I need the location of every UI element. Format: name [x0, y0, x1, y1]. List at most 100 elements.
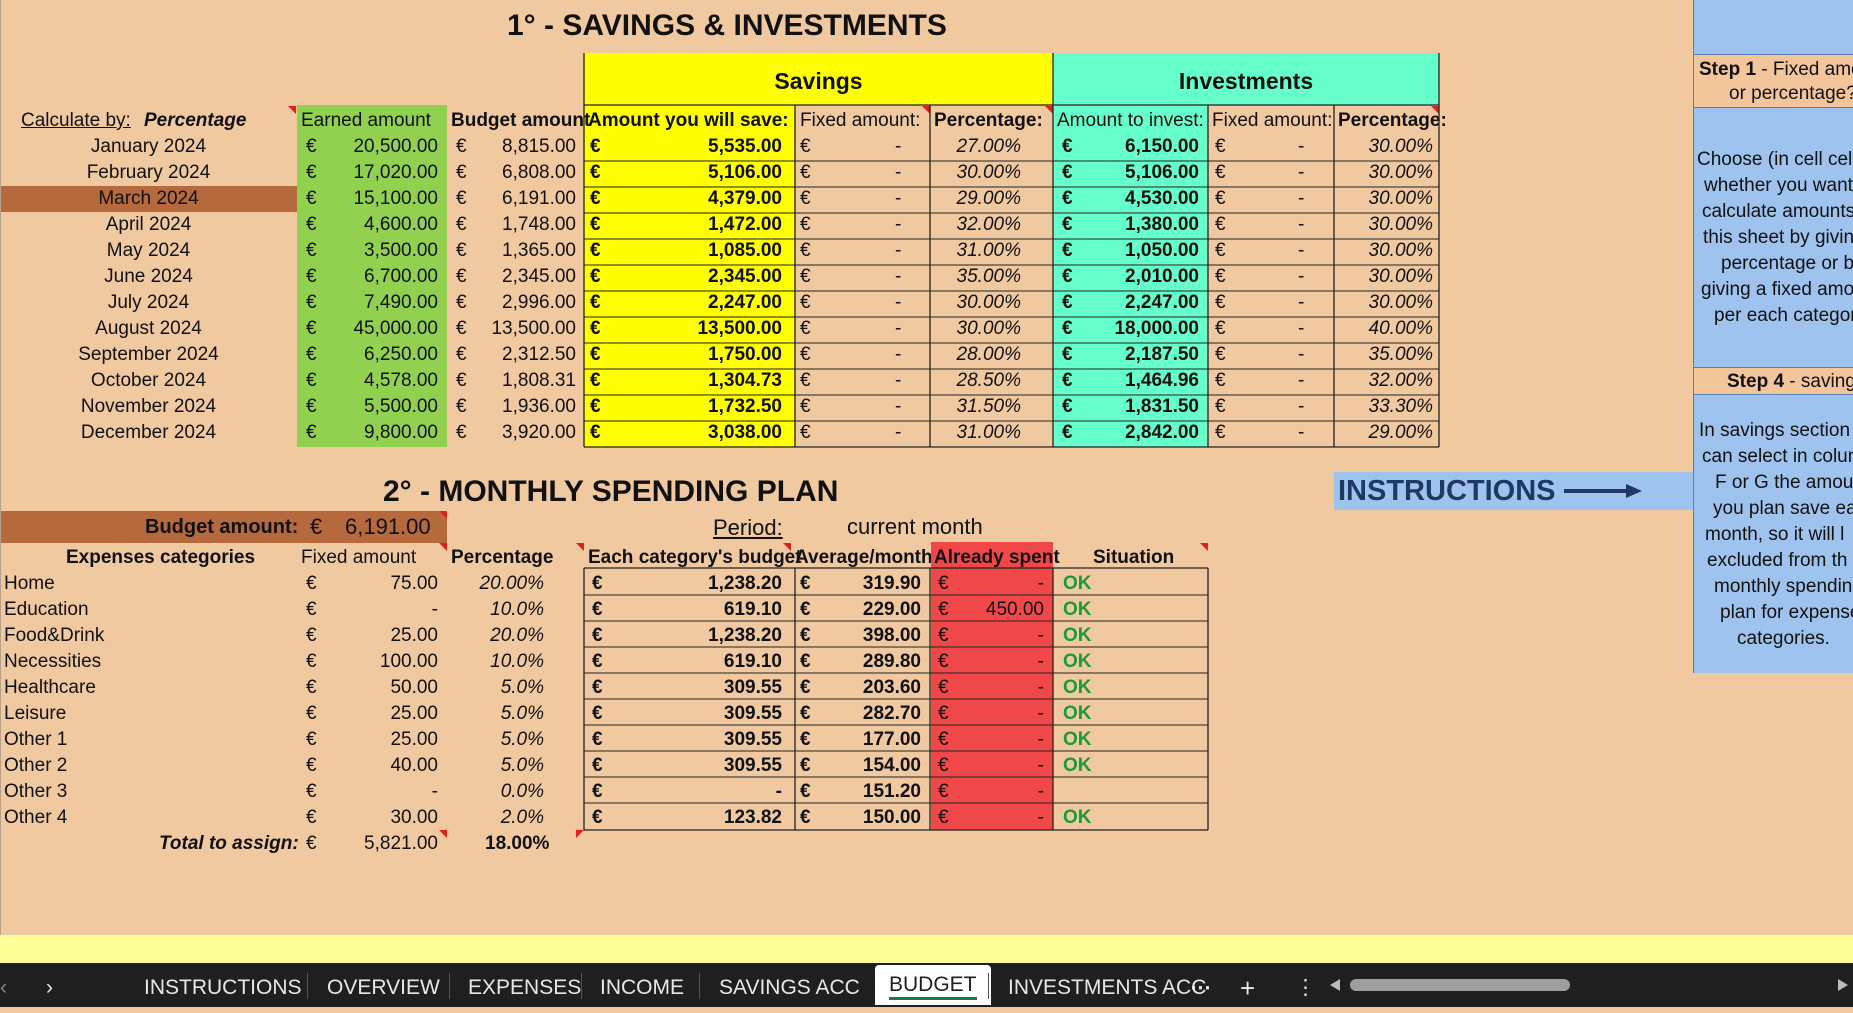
pct-invest-cell[interactable]: 30.00%	[1368, 240, 1433, 261]
invest-amount-cell[interactable]: 2,187.50	[1125, 344, 1199, 365]
earned-amount-cell[interactable]: 9,800.00	[364, 422, 438, 443]
fixed-amount-cell[interactable]: 30.00	[390, 807, 438, 828]
save-amount-cell[interactable]: 13,500.00	[697, 318, 782, 339]
fixed-invest-cell[interactable]: -	[1298, 396, 1305, 417]
category-label[interactable]: Other 1	[4, 729, 68, 750]
pct-invest-cell[interactable]: 30.00%	[1368, 162, 1433, 183]
fixed-savings-cell[interactable]: -	[895, 240, 902, 261]
invest-amount-cell[interactable]: 2,247.00	[1125, 292, 1199, 313]
percentage-cell[interactable]: 0.0%	[500, 781, 544, 802]
pct-invest-cell[interactable]: 30.00%	[1368, 136, 1433, 157]
earned-amount-cell[interactable]: 45,000.00	[353, 318, 438, 339]
fixed-savings-cell[interactable]: -	[895, 344, 902, 365]
fixed-savings-cell[interactable]: -	[895, 214, 902, 235]
fixed-invest-cell[interactable]: -	[1298, 240, 1305, 261]
budget-amount-cell[interactable]: 2,345.00	[502, 266, 576, 287]
pct-invest-cell[interactable]: 29.00%	[1368, 422, 1433, 443]
fixed-invest-cell[interactable]: -	[1298, 188, 1305, 209]
invest-amount-cell[interactable]: 18,000.00	[1114, 318, 1199, 339]
fixed-savings-cell[interactable]: -	[895, 318, 902, 339]
fixed-invest-cell[interactable]: -	[1298, 422, 1305, 443]
fixed-savings-cell[interactable]: -	[895, 266, 902, 287]
fixed-savings-cell[interactable]: -	[895, 136, 902, 157]
category-budget-cell[interactable]: -	[775, 781, 782, 802]
pct-invest-cell[interactable]: 33.30%	[1368, 396, 1433, 417]
pct-invest-cell[interactable]: 35.00%	[1368, 344, 1433, 365]
pct-savings-cell[interactable]: 31.00%	[956, 422, 1021, 443]
average-month-cell[interactable]: 319.90	[862, 573, 921, 594]
month-label[interactable]: April 2024	[105, 214, 192, 235]
average-month-cell[interactable]: 282.70	[862, 703, 921, 724]
fixed-amount-cell[interactable]: 40.00	[390, 755, 438, 776]
fixed-amount-cell[interactable]: 25.00	[390, 625, 438, 646]
savings-header[interactable]: Savings	[584, 53, 1053, 105]
budget-amount-cell[interactable]: 2,996.00	[502, 292, 576, 313]
category-budget-cell[interactable]: 309.55	[723, 703, 782, 724]
earned-amount-cell[interactable]: 6,700.00	[364, 266, 438, 287]
earned-amount-cell[interactable]: 6,250.00	[364, 344, 438, 365]
month-label[interactable]: March 2024	[98, 188, 199, 209]
budget-amount-cell[interactable]: 13,500.00	[491, 318, 576, 339]
already-spent-cell[interactable]: -	[1037, 807, 1044, 828]
percentage-cell[interactable]: 5.0%	[500, 677, 544, 698]
earned-amount-cell[interactable]: 3,500.00	[364, 240, 438, 261]
pct-savings-cell[interactable]: 32.00%	[956, 214, 1021, 235]
invest-amount-cell[interactable]: 5,106.00	[1125, 162, 1199, 183]
month-label[interactable]: July 2024	[107, 292, 190, 313]
budget-amount-cell[interactable]: 6,191.00	[502, 188, 576, 209]
sheet-tab[interactable]: INVESTMENTS ACC	[1008, 976, 1207, 999]
percentage-cell[interactable]: 10.0%	[490, 599, 544, 620]
already-spent-cell[interactable]: -	[1037, 625, 1044, 646]
invest-amount-cell[interactable]: 4,530.00	[1125, 188, 1199, 209]
budget-amount-cell[interactable]: 1,936.00	[502, 396, 576, 417]
invest-amount-cell[interactable]: 1,380.00	[1125, 214, 1199, 235]
save-amount-cell[interactable]: 1,732.50	[708, 396, 782, 417]
percentage-cell[interactable]: 2.0%	[500, 807, 544, 828]
sheet-tab[interactable]: INSTRUCTIONS	[144, 976, 302, 999]
already-spent-cell[interactable]: -	[1037, 651, 1044, 672]
fixed-invest-cell[interactable]: -	[1298, 344, 1305, 365]
fixed-invest-cell[interactable]: -	[1298, 370, 1305, 391]
percentage-cell[interactable]: 20.00%	[479, 573, 544, 594]
add-sheet-icon[interactable]: +	[1240, 973, 1256, 1003]
scroll-right-icon[interactable]: ›	[46, 976, 53, 999]
earned-amount-cell[interactable]: 20,500.00	[353, 136, 438, 157]
calc-by-value[interactable]: Percentage	[144, 110, 247, 131]
earned-amount-cell[interactable]: 17,020.00	[353, 162, 438, 183]
fixed-amount-cell[interactable]: 25.00	[390, 729, 438, 750]
earned-amount-cell[interactable]: 15,100.00	[353, 188, 438, 209]
invest-amount-cell[interactable]: 1,050.00	[1125, 240, 1199, 261]
month-label[interactable]: October 2024	[90, 370, 207, 391]
percentage-cell[interactable]: 5.0%	[500, 703, 544, 724]
category-budget-cell[interactable]: 309.55	[723, 677, 782, 698]
already-spent-cell[interactable]: -	[1037, 781, 1044, 802]
average-month-cell[interactable]: 154.00	[862, 755, 921, 776]
sheet-tab[interactable]: INCOME	[600, 976, 684, 999]
save-amount-cell[interactable]: 2,247.00	[708, 292, 782, 313]
sheet-options-icon[interactable]: ⋮	[1295, 976, 1316, 999]
already-spent-cell[interactable]: -	[1037, 729, 1044, 750]
sheet-tab[interactable]: EXPENSES	[468, 976, 582, 999]
invest-amount-cell[interactable]: 6,150.00	[1125, 136, 1199, 157]
fixed-invest-cell[interactable]: -	[1298, 162, 1305, 183]
category-budget-cell[interactable]: 309.55	[723, 755, 782, 776]
invest-amount-cell[interactable]: 2,010.00	[1125, 266, 1199, 287]
percentage-cell[interactable]: 5.0%	[500, 755, 544, 776]
pct-savings-cell[interactable]: 31.50%	[956, 396, 1021, 417]
month-label[interactable]: January 2024	[90, 136, 207, 157]
category-budget-cell[interactable]: 1,238.20	[708, 625, 782, 646]
category-budget-cell[interactable]: 123.82	[723, 807, 782, 828]
budget-amount-cell[interactable]: 3,920.00	[502, 422, 576, 443]
month-label[interactable]: August 2024	[95, 318, 202, 339]
percentage-cell[interactable]: 10.0%	[490, 651, 544, 672]
budget-amount-cell[interactable]: 1,808.31	[502, 370, 576, 391]
average-month-cell[interactable]: 229.00	[862, 599, 921, 620]
percentage-cell[interactable]: 20.0%	[490, 625, 544, 646]
pct-savings-cell[interactable]: 28.50%	[956, 370, 1021, 391]
average-month-cell[interactable]: 398.00	[862, 625, 921, 646]
fixed-amount-cell[interactable]: -	[431, 781, 438, 802]
budget-amount-cell[interactable]: 1,748.00	[502, 214, 576, 235]
pct-invest-cell[interactable]: 32.00%	[1368, 370, 1433, 391]
fixed-invest-cell[interactable]: -	[1298, 266, 1305, 287]
save-amount-cell[interactable]: 1,304.73	[708, 370, 782, 391]
